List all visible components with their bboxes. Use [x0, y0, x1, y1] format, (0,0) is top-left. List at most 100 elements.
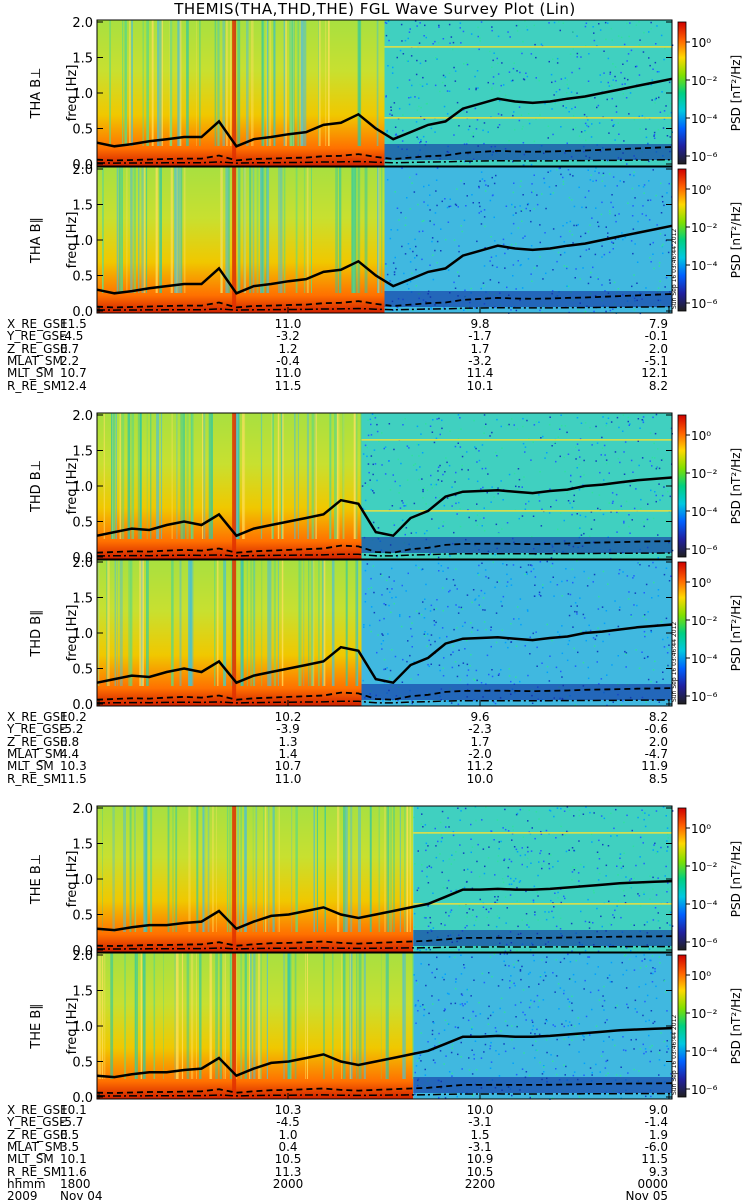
ephem-value: -3.1 [468, 1115, 492, 1130]
ephem-value: -3.2 [276, 329, 300, 344]
colorbar-tick-label: 10⁻⁴ [691, 259, 718, 273]
ephem-label: X_RE_GSE [7, 317, 68, 331]
timestamp-stamp: Sun Sep 16 03:46:44 2012 [671, 622, 678, 702]
ephem-label: X_RE_GSE [7, 710, 68, 724]
spectrogram-panel: 0.0 0.5 1.0 1.5 2.0 freq [Hz] THD B⊥ 10⁰ 10⁻² 10⁻… [29, 409, 743, 566]
colorbar [677, 414, 687, 558]
ephem-value: 10.7 [274, 759, 302, 774]
ephem-value: 9.6 [470, 710, 490, 724]
time-row-label: hhmm [7, 1176, 46, 1191]
ephem-label: MLAT_SM [7, 353, 63, 368]
ephem-label: Z_RE_GSE [7, 341, 68, 356]
ephem-value: 12.1 [641, 366, 668, 381]
ephem-value: 2.0 [648, 341, 668, 356]
y-tick-label: 2.0 [72, 556, 93, 571]
time-tick-label: 1800 [60, 1176, 91, 1191]
ephem-label: MLT_SM [7, 1152, 54, 1167]
colorbar-label: PSD [nT²/Hz] [729, 841, 743, 917]
colorbar-tick-label: 10⁰ [691, 429, 711, 443]
ephem-value: 9.3 [648, 1164, 668, 1179]
colorbar-tick-label: 10⁰ [691, 183, 711, 197]
ephem-value: 11.0 [274, 366, 302, 381]
ephem-label: MLT_SM [7, 759, 54, 774]
ephem-label: R_RE_SM [7, 1164, 62, 1179]
ephem-value: 0.5 [60, 1127, 80, 1142]
spectrogram-panel: 0.0 0.5 1.0 1.5 2.0 freq [Hz] THD B∥ 10⁰ 10⁻² 10⁻… [29, 556, 743, 713]
ephem-value: 1.4 [278, 746, 298, 761]
ephem-label: X_RE_GSE [7, 1103, 68, 1117]
ephem-value: 8.2 [648, 710, 668, 724]
time-tick-label: 0000 [637, 1176, 668, 1191]
y-axis-label: freq [Hz] [65, 851, 80, 908]
ephem-value: 1.3 [278, 734, 298, 749]
ephem-value: 9.0 [648, 1103, 668, 1117]
panel-label: THA B∥ [29, 217, 44, 264]
colorbar-label: PSD [nT²/Hz] [729, 448, 743, 524]
fci-line [96, 540, 673, 554]
colorbar [677, 807, 687, 951]
ephem-label: MLAT_SM [7, 1139, 63, 1154]
colorbar-tick-label: 10⁻⁴ [691, 652, 718, 666]
ephem-value: 10.3 [274, 1103, 302, 1117]
colorbar-tick-label: 10⁻² [691, 74, 718, 88]
colorbar-tick-label: 10⁻⁶ [691, 297, 718, 311]
y-tick-label: 2.0 [72, 163, 93, 178]
colorbar [677, 561, 687, 705]
ephem-value: 2.0 [648, 734, 668, 749]
colorbar-tick-label: 10⁻⁶ [691, 543, 718, 557]
y-tick-label: 1.5 [72, 838, 93, 853]
ephem-value: -1.4 [644, 1115, 668, 1130]
ephem-value: 11.3 [274, 1164, 302, 1179]
ephem-value: 10.2 [60, 710, 87, 724]
ephem-value: -3.1 [468, 1139, 492, 1154]
ephem-label: MLT_SM [7, 366, 54, 381]
ephem-value: 1.2 [278, 341, 298, 356]
ephem-value: 10.7 [60, 366, 87, 381]
ephem-value: 12.4 [60, 378, 87, 393]
ephem-value: -2.3 [468, 722, 492, 737]
y-tick-label: 0.0 [72, 551, 93, 566]
fce-line [96, 77, 673, 148]
colorbar-tick-label: 10⁰ [691, 36, 711, 50]
ephem-label: Y_RE_GSE [7, 1115, 67, 1130]
colorbar-label: PSD [nT²/Hz] [729, 595, 743, 671]
ephem-value: 10.5 [274, 1152, 302, 1167]
colorbar-tick-label: 10⁻² [691, 860, 718, 874]
y-axis-label: freq [Hz] [65, 605, 80, 662]
colorbar-tick-label: 10⁻⁶ [691, 1083, 718, 1097]
ephem-value: 10.3 [60, 759, 87, 774]
ephem-value: -3.2 [468, 353, 492, 368]
date-start: Nov 04 [60, 1189, 103, 1203]
colorbar-label: PSD [nT²/Hz] [729, 55, 743, 131]
ephem-value: 10.5 [466, 1164, 494, 1179]
date-end: Nov 05 [625, 1189, 668, 1203]
quiet-region [413, 806, 672, 952]
ephem-value: 11.2 [466, 759, 494, 774]
ephem-value: 1.5 [470, 1127, 490, 1142]
colorbar-tick-label: 10⁻⁴ [691, 1045, 718, 1059]
y-tick-label: 1.0 [72, 87, 93, 102]
ephem-value: -4.7 [644, 746, 668, 761]
y-axis-label: freq [Hz] [65, 458, 80, 515]
y-axis-label: freq [Hz] [65, 212, 80, 269]
ephem-value: 11.9 [641, 759, 668, 774]
colorbar-tick-label: 10⁰ [691, 822, 711, 836]
ephem-label: Y_RE_GSE [7, 329, 67, 344]
ephem-value: -5.7 [60, 1115, 84, 1130]
spectrogram-panel: 0.0 0.5 1.0 1.5 2.0 freq [Hz] THA B⊥ 10⁰ 10⁻² 10⁻… [29, 16, 743, 173]
colorbar-tick-label: 10⁰ [691, 969, 711, 983]
ephem-value: 0.4 [278, 1139, 298, 1154]
colorbar-label: PSD [nT²/Hz] [729, 202, 743, 278]
ephem-value: 7.9 [648, 317, 668, 331]
ephem-value: 11.6 [60, 1164, 87, 1179]
quiet-region [384, 167, 672, 313]
colorbar-tick-label: 10⁻⁶ [691, 690, 718, 704]
ephem-value: 9.8 [470, 317, 490, 331]
ephem-label: R_RE_SM [7, 378, 62, 393]
colorbar-label: PSD [nT²/Hz] [729, 988, 743, 1064]
ephem-value: 4.4 [60, 746, 80, 761]
fci-line [96, 1082, 673, 1094]
timestamp-stamp: Sun Sep 16 03:46:44 2012 [671, 229, 678, 309]
ephem-value: 11.5 [60, 771, 87, 786]
ephem-value: -5.2 [60, 722, 84, 737]
